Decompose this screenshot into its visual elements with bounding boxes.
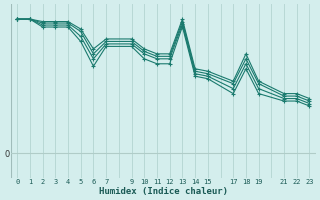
X-axis label: Humidex (Indice chaleur): Humidex (Indice chaleur) <box>99 187 228 196</box>
